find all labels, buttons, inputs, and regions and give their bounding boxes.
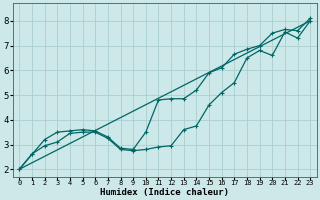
X-axis label: Humidex (Indice chaleur): Humidex (Indice chaleur) xyxy=(100,188,229,197)
